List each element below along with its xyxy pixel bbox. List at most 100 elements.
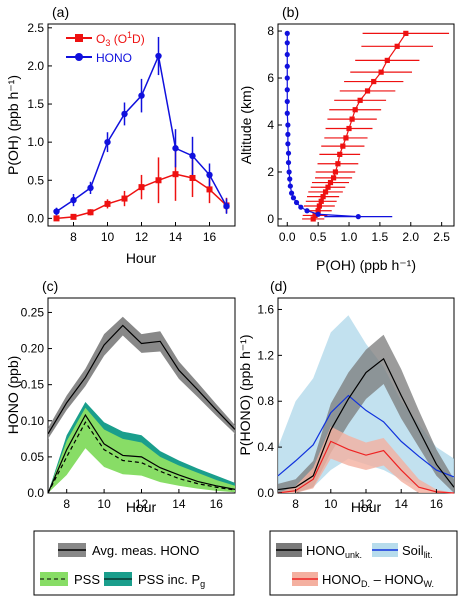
data-point (189, 174, 196, 181)
data-point (284, 40, 290, 46)
legend-hono-marker (75, 53, 83, 61)
pb-ytick-label: 2 (267, 165, 274, 179)
pc-xtick-label: 12 (135, 497, 149, 511)
pa-ytick-label: 2.0 (27, 59, 44, 73)
pd-ytick-label: 1.6 (257, 302, 274, 316)
pa-xtick-label: 16 (203, 230, 217, 244)
pd-ytick-label: 0.4 (257, 440, 274, 454)
data-point (394, 43, 400, 49)
panel-b-frame (277, 23, 455, 227)
panel-a-ylabel: P(OH) (ppb h⁻¹) (5, 75, 21, 175)
data-point (284, 110, 290, 116)
pc-ytick-label: 0.15 (21, 378, 45, 392)
pb-ytick-label: 4 (267, 118, 274, 132)
pc-ytick-label: 0.0 (27, 486, 44, 500)
pa-xtick-label: 10 (101, 230, 115, 244)
pa-ytick-label: 0.0 (27, 211, 44, 225)
data-point (121, 110, 128, 118)
data-point (371, 78, 377, 85)
legend-dw-label: HONOD. – HONOW. (322, 572, 434, 589)
data-point (87, 184, 94, 192)
data-point (327, 179, 334, 186)
pa-ytick-label: 2.5 (27, 21, 44, 35)
data-point (285, 131, 291, 137)
pc-ytick-label: 0.10 (21, 414, 45, 428)
data-point (349, 116, 355, 122)
data-point (285, 150, 292, 156)
pb-xtick-label: 2.0 (402, 230, 419, 244)
data-point (206, 171, 213, 179)
data-point (332, 169, 339, 175)
data-point (316, 203, 322, 209)
data-point (284, 51, 290, 58)
legend-pss-label: PSS (74, 572, 100, 587)
data-point (223, 202, 230, 210)
legend-soil-label: Soillit. (402, 543, 433, 560)
panel-c-ylabel: HONO (ppb) (5, 356, 21, 435)
data-point (287, 183, 293, 189)
data-point (138, 92, 145, 99)
pa-ytick-label: 0.5 (27, 173, 44, 187)
pd-xtick-label: 10 (324, 497, 338, 511)
data-point (330, 175, 337, 181)
pb-xtick-label: 2.5 (433, 230, 450, 244)
pd-ytick-label: 0.8 (257, 394, 274, 408)
data-point (172, 171, 179, 178)
pd-xtick-label: 16 (430, 497, 444, 511)
pd-ytick-label: 0.0 (257, 486, 274, 500)
data-point (284, 63, 290, 69)
pb-ytick-label: 6 (267, 71, 274, 85)
legend-o3-marker (75, 34, 83, 42)
data-point (340, 143, 346, 149)
data-point (352, 107, 358, 113)
data-point (138, 184, 145, 191)
data-point (357, 97, 363, 103)
data-point (315, 208, 321, 214)
data-point (384, 57, 390, 64)
pc-xtick-label: 8 (63, 497, 70, 511)
data-point (290, 195, 297, 201)
panel-b: 0.0 0.5 1.0 1.5 2.0 2.5 0 2 4 6 8 (b) P(OH) (ppb h… (238, 4, 455, 273)
pb-ytick-label: 0 (267, 212, 274, 226)
pc-xtick-label: 14 (172, 497, 186, 511)
data-point (304, 208, 310, 214)
data-point (346, 125, 352, 132)
pc-ytick-label: 0.05 (21, 450, 45, 464)
data-point (337, 151, 343, 157)
pc-ytick-label: 0.20 (21, 342, 45, 356)
data-point (53, 215, 60, 222)
pb-ytick-label: 8 (267, 24, 274, 38)
data-point (310, 216, 316, 222)
panel-b-label: (b) (282, 4, 299, 20)
data-point (87, 209, 94, 216)
pb-xtick-label: 1.5 (372, 230, 389, 244)
data-point (285, 122, 291, 128)
panel-a-xlabel: Hour (126, 250, 157, 266)
data-point (104, 138, 111, 146)
panel-d-ylabel: P(HONO) (ppb h⁻¹) (237, 335, 253, 456)
data-point (284, 75, 290, 81)
data-point (286, 169, 292, 175)
pa-xtick-label: 12 (135, 230, 149, 244)
pb-xtick-label: 1.0 (341, 230, 358, 244)
legend-pss-inc-label: PSS inc. Pg (138, 572, 205, 589)
data-point (288, 190, 295, 196)
data-point (298, 204, 304, 210)
data-point (285, 141, 291, 147)
data-point (293, 199, 300, 206)
data-point (320, 194, 326, 200)
panel-b-xlabel: P(OH) (ppb h⁻¹) (316, 257, 416, 273)
pc-ytick-label: 0.25 (21, 305, 45, 319)
panel-a-legend: O3 (O1D) HONO (66, 30, 145, 65)
data-point (315, 211, 321, 217)
data-point (287, 176, 293, 182)
series-line (277, 394, 455, 478)
panel-a: 8 10 12 14 16 0.0 0.5 1.0 1.5 2.0 2.5 (a) Hour P(O… (5, 4, 236, 266)
legend-c: Avg. meas. HONO PSS PSS inc. Pg (33, 530, 235, 596)
data-point (285, 159, 292, 166)
legend-avg-label: Avg. meas. HONO (92, 543, 199, 558)
data-point (355, 214, 361, 220)
series-line (47, 324, 236, 435)
legend-o3-label: O3 (O1D) (96, 30, 145, 48)
